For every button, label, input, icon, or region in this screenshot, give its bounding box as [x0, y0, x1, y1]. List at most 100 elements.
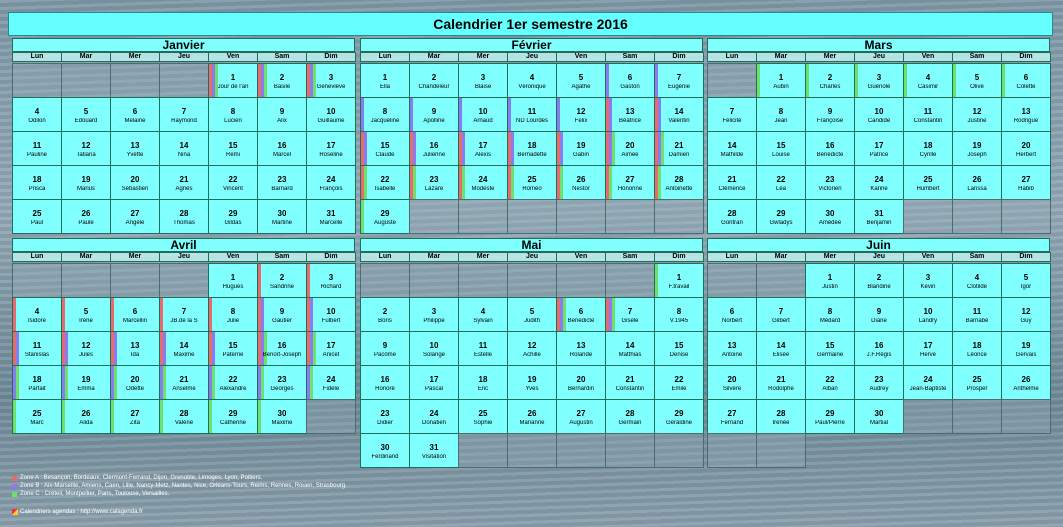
day-cell: 19 Gervais	[1001, 331, 1051, 366]
zone-marker	[855, 64, 858, 97]
saint-name: Gautier	[272, 318, 292, 324]
day-cell: 28 Thomas	[159, 199, 209, 234]
zone-marker	[609, 298, 612, 331]
saint-name: Odilon	[28, 118, 46, 124]
day-number: 9	[382, 341, 388, 350]
day-cell: 12 Jules	[61, 331, 111, 366]
saint-name: Clotilde	[966, 284, 987, 290]
saint-name: Zita	[129, 420, 140, 426]
day-number: 8	[676, 307, 682, 316]
saint-name: Richard	[320, 284, 342, 290]
day-number: 1	[827, 273, 833, 282]
day-number: 21	[179, 175, 189, 184]
day-number: 2	[431, 73, 437, 82]
empty-cell	[507, 263, 557, 298]
saint-name: Félix	[574, 118, 588, 124]
day-cell: 25 Paul	[12, 199, 62, 234]
saint-name: Didier	[377, 420, 393, 426]
empty-cell	[61, 263, 111, 298]
day-cell: 22 Isabelle	[360, 165, 410, 200]
weekday-header: Jeu	[854, 252, 904, 262]
saint-name: Sylvain	[473, 318, 493, 324]
saint-name: Igor	[1020, 284, 1032, 290]
day-cell: 17 Anicet	[306, 331, 356, 366]
zone-marker	[557, 98, 560, 131]
day-cell: 26 Paule	[61, 199, 111, 234]
saint-name: Auguste	[373, 220, 397, 226]
zone-marker	[13, 400, 16, 433]
saint-name: Anthelme	[1013, 386, 1039, 392]
saint-name: Damien	[668, 152, 690, 158]
zone-marker	[511, 132, 514, 165]
day-number: 30	[277, 409, 287, 418]
day-number: 27	[625, 175, 635, 184]
month-name: Février	[360, 38, 703, 52]
saint-name: Jean	[774, 118, 788, 124]
zone-marker	[65, 366, 68, 399]
zone-marker	[307, 298, 310, 331]
legend-swatch	[12, 484, 17, 489]
saint-name: Roméo	[522, 186, 542, 192]
day-cell: 25 Marc	[12, 399, 62, 434]
day-number: 28	[179, 209, 189, 218]
empty-cell	[409, 199, 459, 234]
zone-marker	[658, 132, 661, 165]
saint-name: Léa	[775, 186, 786, 192]
zone-marker	[511, 166, 514, 199]
saint-name: Audrey	[869, 386, 889, 392]
weekday-header: Mer	[110, 52, 160, 62]
saint-name: Prosper	[966, 386, 988, 392]
saint-name: Médard	[819, 318, 841, 324]
day-number: 19	[81, 175, 91, 184]
weekday-header: Mer	[805, 252, 855, 262]
day-number: 20	[130, 375, 140, 384]
zone-marker	[459, 132, 462, 165]
zone-marker	[212, 64, 215, 97]
day-cell: 11 Estelle	[458, 331, 508, 366]
day-cell: 4 Véronique	[507, 63, 557, 98]
day-cell: 2 Sandrine	[257, 263, 307, 298]
zone-marker	[609, 132, 612, 165]
saint-name: Tatiana	[76, 152, 96, 158]
day-cell: 17 Patrice	[854, 131, 904, 166]
saint-name: Basile	[273, 84, 291, 90]
day-cell: 1 Hugues	[208, 263, 258, 298]
saint-name: F.travail	[668, 284, 690, 290]
zone-marker	[261, 366, 264, 399]
day-number: 9	[279, 307, 285, 316]
day-number: 5	[529, 307, 535, 316]
day-number: 27	[1021, 175, 1031, 184]
weekday-header: Mar	[756, 252, 806, 262]
zone-marker	[655, 264, 658, 297]
weekday-header: Sam	[952, 252, 1002, 262]
day-cell: 26 Anthelme	[1001, 365, 1051, 400]
day-cell: 1 Ella	[360, 63, 410, 98]
zone-marker	[261, 64, 264, 97]
day-number: 6	[132, 107, 138, 116]
day-number: 24	[923, 375, 933, 384]
empty-cell	[556, 263, 606, 298]
zone-marker	[313, 332, 316, 365]
zone-marker	[658, 98, 661, 131]
day-number: 16	[874, 341, 884, 350]
saint-name: Hugues	[222, 284, 244, 290]
day-number: 17	[923, 341, 933, 350]
day-cell: 30 Martial	[854, 399, 904, 434]
zone-marker	[111, 400, 114, 433]
day-cell: 25 Sophie	[458, 399, 508, 434]
day-number: 26	[81, 209, 91, 218]
day-cell: 10 Solange	[409, 331, 459, 366]
zone-marker	[215, 64, 218, 97]
day-number: 18	[32, 375, 42, 384]
saint-name: Melaine	[124, 118, 146, 124]
day-cell: 8 Jacqueline	[360, 97, 410, 132]
day-number: 29	[228, 409, 238, 418]
day-number: 3	[925, 273, 931, 282]
day-number: 8	[230, 107, 236, 116]
day-number: 23	[429, 175, 439, 184]
day-number: 11	[972, 307, 982, 316]
day-cell: 8 Julie	[208, 297, 258, 332]
day-cell: 29 Gwladys	[756, 199, 806, 234]
day-number: 4	[34, 307, 40, 316]
day-cell: 9 Apolline	[409, 97, 459, 132]
